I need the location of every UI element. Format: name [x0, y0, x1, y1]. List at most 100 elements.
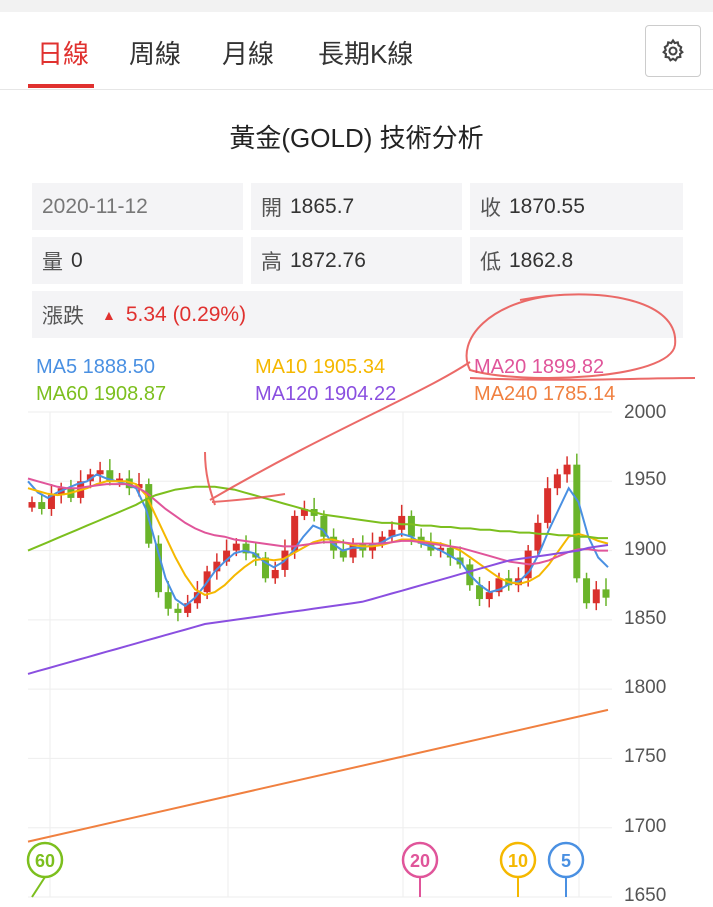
candle-down: [106, 470, 114, 482]
ma10-line: [27, 480, 609, 596]
ma20-line: [27, 477, 608, 566]
open-label: 開: [261, 196, 282, 220]
high-cell: 高 1872.76: [251, 237, 462, 284]
ma-marker-label: 20: [410, 851, 430, 871]
volume-value: 0: [71, 248, 83, 272]
candle-up: [135, 484, 143, 489]
change-label: 漲跌: [42, 304, 84, 328]
candle-down: [330, 536, 338, 551]
candle-up: [203, 571, 211, 593]
ma240-line: [27, 708, 609, 843]
candle-up: [398, 515, 406, 530]
candle-down: [359, 543, 367, 551]
y-tick-label: 2000: [624, 402, 667, 423]
date-value: 2020-11-12: [42, 194, 148, 218]
y-tick-label: 1750: [624, 746, 667, 768]
candle-up: [291, 515, 299, 551]
candle-down: [145, 484, 153, 544]
ma-marker: [26, 841, 64, 879]
candle-up: [193, 592, 201, 604]
candle-down: [320, 515, 328, 537]
tab-daily[interactable]: 日線: [37, 39, 90, 69]
candle-up: [47, 495, 55, 509]
change-cell: 漲跌 ▲ 5.34 (0.29%): [32, 291, 683, 338]
y-tick-label: 1950: [624, 469, 667, 491]
ma-marker-label: 10: [508, 851, 528, 871]
low-cell: 低 1862.8: [470, 237, 683, 284]
tab-long-term[interactable]: 長期K線: [318, 39, 414, 69]
ma-marker: [499, 841, 537, 879]
candle-down: [476, 585, 484, 600]
ma-marker: [401, 841, 439, 879]
candle-up: [534, 522, 542, 551]
open-cell: 開 1865.7: [251, 183, 462, 230]
ma5-legend: MA5 1888.50: [36, 356, 155, 378]
y-tick-label: 1700: [624, 815, 667, 837]
candle-up: [563, 464, 571, 475]
candle-down: [125, 478, 133, 489]
candle-up: [349, 543, 357, 558]
ma120-legend: MA120 1904.22: [255, 383, 397, 405]
candle-up: [28, 502, 36, 508]
candle-up: [223, 550, 231, 562]
candle-down: [466, 564, 474, 586]
candle-down: [456, 557, 464, 565]
candle-up: [86, 474, 94, 482]
candle-down: [67, 488, 75, 498]
candle-up: [553, 474, 561, 489]
ma5-line: [27, 473, 609, 608]
candle-up: [524, 550, 532, 579]
candle-down: [583, 578, 591, 604]
candle-up: [485, 592, 493, 600]
candle-down: [38, 502, 46, 509]
triangle-up-icon: ▲: [102, 306, 116, 323]
page-title: 黃金(GOLD) 技術分析: [229, 123, 484, 153]
ma120-line: [27, 544, 609, 675]
period-tabs: 日線 周線 月線 長期K線: [0, 12, 713, 90]
candle-down: [505, 578, 513, 586]
candle-up: [96, 470, 104, 475]
y-tick-label: 1900: [624, 538, 667, 560]
close-value: 1870.55: [509, 194, 585, 218]
candle-up: [388, 529, 396, 537]
volume-label: 量: [42, 250, 63, 274]
high-label: 高: [261, 250, 282, 274]
ma-marker-label: 5: [561, 851, 571, 871]
tab-monthly[interactable]: 月線: [222, 39, 275, 69]
y-tick-label: 1800: [624, 677, 667, 699]
tab-weekly[interactable]: 周線: [129, 39, 182, 69]
y-tick-label: 1650: [624, 885, 667, 906]
candle-down: [427, 543, 435, 551]
open-value: 1865.7: [290, 194, 355, 218]
candle-down: [573, 464, 581, 579]
candle-down: [407, 515, 415, 537]
ma10-legend: MA10 1905.34: [255, 356, 386, 378]
candle-up: [213, 561, 221, 572]
ma20-legend: MA20 1899.82: [474, 356, 605, 378]
candle-up: [116, 478, 124, 482]
active-tab-indicator: [28, 84, 94, 88]
gear-icon: [662, 38, 684, 62]
change-value: 5.34 (0.29%): [125, 302, 247, 326]
ma60-legend: MA60 1908.87: [36, 383, 167, 405]
ma60-line: [27, 485, 608, 552]
status-strip: [0, 0, 713, 12]
y-tick-label: 1850: [624, 607, 667, 629]
candle-down: [339, 550, 347, 558]
ma-marker-label: 60: [35, 851, 55, 871]
candle-up: [592, 589, 600, 604]
settings-button[interactable]: [645, 25, 701, 77]
candle-up: [232, 543, 240, 551]
close-cell: 收 1870.55: [470, 183, 683, 230]
candle-up: [271, 569, 279, 579]
candle-up: [300, 509, 308, 516]
candle-up: [495, 578, 503, 593]
candle-down: [602, 589, 610, 598]
ma-marker: [547, 841, 585, 879]
high-value: 1872.76: [290, 248, 366, 272]
candle-down: [261, 557, 269, 579]
candle-up: [57, 488, 65, 496]
candle-down: [310, 509, 318, 516]
low-value: 1862.8: [509, 248, 574, 272]
